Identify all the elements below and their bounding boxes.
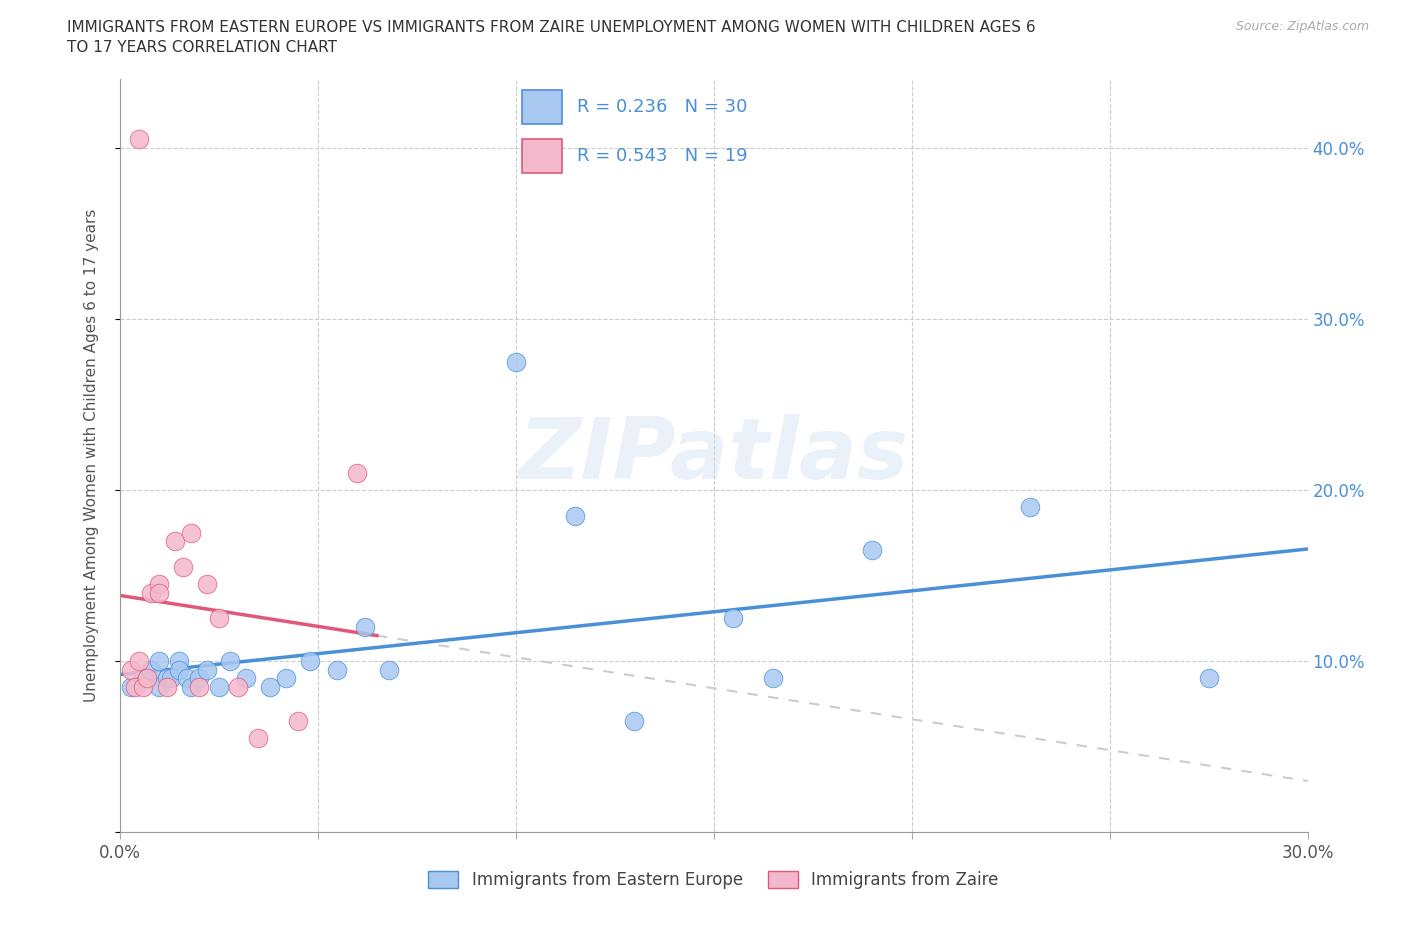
Point	[180, 680, 202, 695]
Point	[346, 465, 368, 480]
Point	[141, 585, 163, 600]
Point	[1198, 671, 1220, 685]
Point	[219, 654, 242, 669]
Point	[187, 680, 209, 695]
Point	[124, 680, 146, 695]
Point	[141, 662, 163, 677]
Point	[259, 680, 281, 695]
Point	[326, 662, 349, 677]
Point	[195, 577, 218, 591]
Point	[247, 731, 270, 746]
Text: R = 0.543   N = 19: R = 0.543 N = 19	[576, 147, 747, 165]
Point	[167, 654, 190, 669]
Point	[148, 654, 170, 669]
Point	[180, 525, 202, 540]
Point	[287, 713, 309, 728]
Point	[148, 577, 170, 591]
Point	[176, 671, 198, 685]
Point	[378, 662, 401, 677]
Point	[723, 611, 745, 626]
Point	[156, 680, 179, 695]
Point	[172, 560, 194, 575]
Text: Source: ZipAtlas.com: Source: ZipAtlas.com	[1236, 20, 1369, 33]
Text: TO 17 YEARS CORRELATION CHART: TO 17 YEARS CORRELATION CHART	[67, 40, 337, 55]
Point	[167, 662, 190, 677]
Legend: Immigrants from Eastern Europe, Immigrants from Zaire: Immigrants from Eastern Europe, Immigran…	[422, 864, 1005, 896]
Point	[128, 131, 150, 146]
Point	[160, 671, 183, 685]
Text: IMMIGRANTS FROM EASTERN EUROPE VS IMMIGRANTS FROM ZAIRE UNEMPLOYMENT AMONG WOMEN: IMMIGRANTS FROM EASTERN EUROPE VS IMMIGR…	[67, 20, 1036, 35]
Point	[148, 585, 170, 600]
Point	[148, 680, 170, 695]
Point	[1019, 499, 1042, 514]
Point	[207, 680, 229, 695]
FancyBboxPatch shape	[522, 90, 562, 124]
Point	[195, 662, 218, 677]
Point	[354, 619, 377, 634]
Point	[120, 662, 142, 677]
Text: ZIPatlas: ZIPatlas	[519, 414, 908, 498]
Point	[860, 542, 883, 557]
Point	[163, 534, 186, 549]
Point	[235, 671, 257, 685]
Point	[128, 654, 150, 669]
Point	[207, 611, 229, 626]
Point	[132, 671, 155, 685]
Point	[120, 680, 142, 695]
Point	[156, 671, 179, 685]
Point	[762, 671, 785, 685]
Point	[564, 508, 586, 523]
Point	[228, 680, 250, 695]
Y-axis label: Unemployment Among Women with Children Ages 6 to 17 years: Unemployment Among Women with Children A…	[84, 209, 98, 702]
Point	[136, 671, 159, 685]
Point	[505, 354, 527, 369]
Point	[132, 680, 155, 695]
Point	[298, 654, 321, 669]
FancyBboxPatch shape	[522, 139, 562, 173]
Point	[623, 713, 645, 728]
Point	[274, 671, 297, 685]
Point	[187, 671, 209, 685]
Text: R = 0.236   N = 30: R = 0.236 N = 30	[576, 98, 747, 116]
